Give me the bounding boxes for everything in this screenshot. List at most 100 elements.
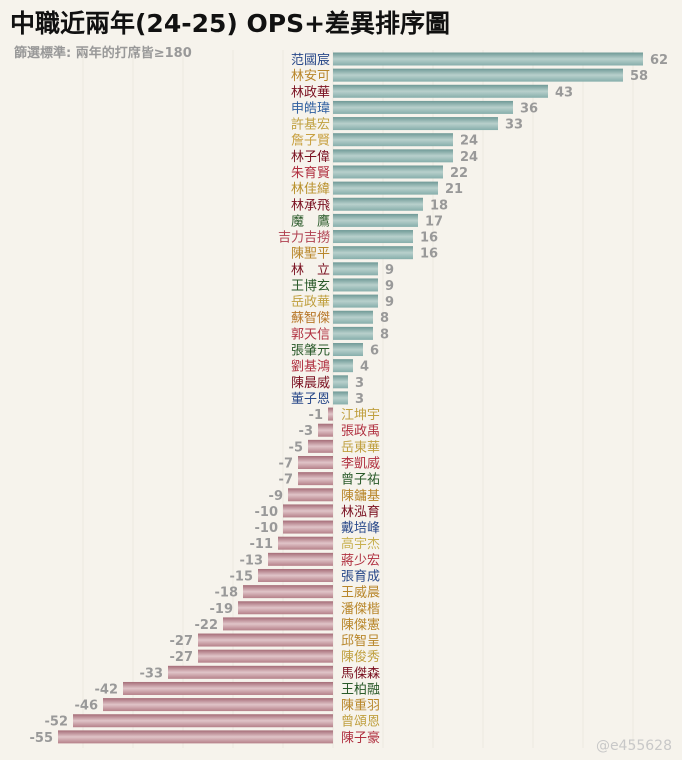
- bar: [333, 391, 348, 405]
- bar: [333, 52, 643, 66]
- bar: [278, 536, 333, 550]
- value-label: -27: [170, 650, 194, 665]
- player-name-label: 林安可: [291, 69, 330, 84]
- bar: [318, 423, 333, 437]
- player-name-label: 魔 鷹: [291, 214, 330, 229]
- player-name-label: 吉力吉撈: [278, 231, 330, 246]
- value-label: 3: [355, 376, 364, 391]
- value-label: -22: [195, 618, 219, 633]
- player-name-label: 曾頌恩: [341, 715, 380, 730]
- value-label: 58: [630, 69, 648, 84]
- value-label: -19: [210, 602, 234, 617]
- value-label: -10: [255, 521, 279, 536]
- bar: [333, 149, 453, 163]
- bar: [328, 407, 333, 421]
- bar: [298, 456, 333, 469]
- value-label: 21: [445, 182, 463, 197]
- bar: [58, 730, 333, 744]
- value-label: 18: [430, 198, 448, 213]
- player-name-label: 劉基鴻: [291, 360, 330, 375]
- player-name-label: 范國宸: [291, 52, 330, 68]
- bar: [333, 375, 348, 389]
- player-name-label: 董子恩: [291, 392, 330, 407]
- player-name-label: 詹子賢: [291, 134, 330, 149]
- bar: [288, 488, 333, 502]
- player-name-label: 馬傑森: [341, 666, 380, 681]
- bar: [223, 617, 333, 631]
- bar: [168, 665, 333, 679]
- player-name-label: 王威晨: [341, 586, 380, 601]
- player-name-label: 陳子豪: [341, 730, 380, 746]
- player-name-label: 潘傑楷: [341, 602, 380, 617]
- bar: [333, 213, 418, 227]
- bar: [333, 197, 423, 211]
- bar: [333, 84, 548, 98]
- value-label: 62: [650, 53, 668, 68]
- value-label: -3: [299, 424, 313, 439]
- bar: [333, 262, 378, 276]
- player-name-label: 岳政華: [291, 295, 330, 310]
- player-name-label: 邱智呈: [341, 634, 380, 649]
- player-name-label: 陳傑憲: [341, 617, 380, 633]
- value-label: 6: [370, 344, 379, 359]
- bar: [333, 246, 413, 260]
- value-label: 8: [380, 327, 389, 342]
- value-label: 9: [385, 263, 394, 278]
- player-name-label: 陳重羽: [341, 698, 380, 714]
- bar: [238, 601, 333, 615]
- player-name-label: 張育成: [341, 568, 380, 584]
- bar: [333, 278, 378, 292]
- chart-subtitle: 篩選標準: 兩年的打席皆≥180: [14, 46, 192, 61]
- value-label: -52: [45, 715, 69, 730]
- bar: [333, 326, 373, 340]
- player-name-label: 王博玄: [291, 279, 330, 294]
- bar: [283, 520, 333, 534]
- bar: [73, 714, 333, 728]
- player-name-label: 朱育賢: [291, 165, 330, 181]
- value-label: -18: [215, 586, 239, 601]
- player-name-label: 林佳緯: [291, 182, 330, 197]
- value-label: 22: [450, 166, 468, 181]
- value-label: 3: [355, 392, 364, 407]
- player-name-label: 岳東華: [341, 439, 380, 455]
- player-name-label: 許基宏: [291, 118, 330, 133]
- player-name-label: 林 立: [291, 263, 330, 278]
- player-name-label: 蘇智傑: [291, 311, 330, 326]
- bar: [198, 649, 333, 663]
- bar: [308, 439, 333, 453]
- bar: [333, 100, 513, 114]
- player-name-label: 郭天信: [291, 326, 330, 342]
- bar: [333, 310, 373, 324]
- value-label: -11: [250, 537, 274, 552]
- player-name-label: 林子偉: [291, 150, 330, 165]
- player-name-label: 高宇杰: [341, 536, 380, 552]
- bar: [268, 552, 333, 566]
- player-name-label: 陳俊秀: [341, 650, 380, 665]
- bar: [123, 681, 333, 695]
- bar: [333, 230, 413, 244]
- value-label: -10: [255, 505, 279, 520]
- player-name-label: 戴培峰: [341, 520, 380, 536]
- value-label: 24: [460, 150, 478, 165]
- value-label: -7: [279, 457, 293, 472]
- value-label: 9: [385, 279, 394, 294]
- player-name-label: 陳聖平: [291, 247, 330, 262]
- bar: [333, 68, 623, 82]
- value-label: 43: [555, 85, 573, 100]
- value-label: 17: [425, 214, 443, 229]
- player-name-label: 張肇元: [291, 344, 330, 359]
- bar: [283, 504, 333, 518]
- player-name-label: 李凱威: [341, 457, 380, 472]
- watermark: @e455628: [595, 738, 672, 754]
- bar: [103, 698, 333, 712]
- player-name-label: 蔣少宏: [341, 553, 380, 568]
- chart-title: 中職近兩年(24-25) OPS+差異排序圖: [10, 9, 451, 38]
- value-label: -33: [140, 666, 164, 681]
- bar: [333, 117, 498, 131]
- bar: [333, 294, 378, 308]
- player-name-label: 陳晨威: [291, 376, 330, 391]
- bar: [198, 633, 333, 647]
- player-name-label: 曾子祐: [341, 473, 380, 488]
- player-name-label: 王柏融: [341, 682, 380, 697]
